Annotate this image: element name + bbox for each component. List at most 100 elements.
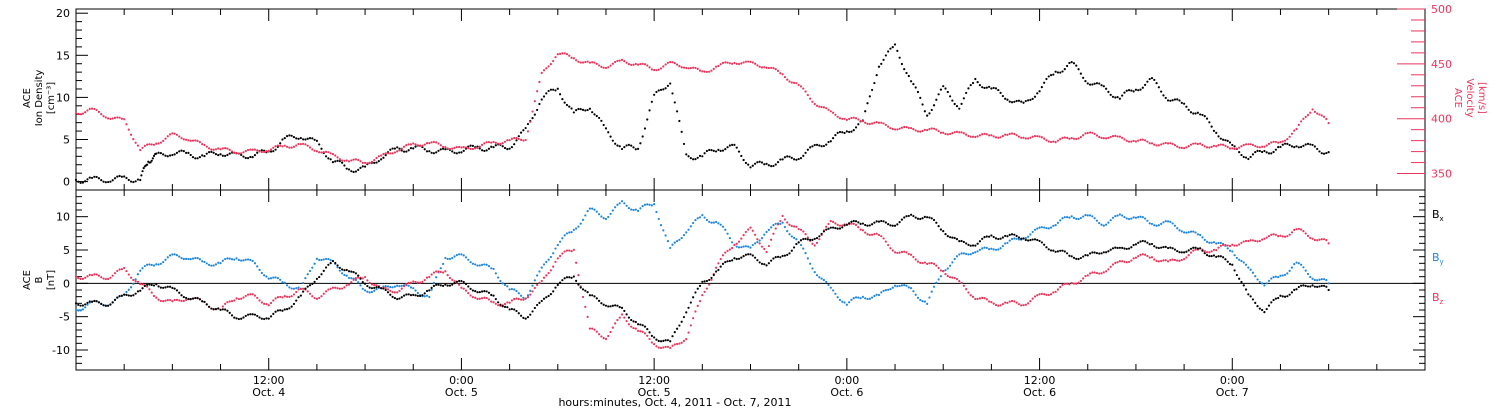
bz-point [430, 273, 433, 276]
density-point [1173, 98, 1177, 101]
density-point [614, 142, 617, 145]
bz-point [1327, 242, 1330, 245]
velocity-point [1105, 137, 1108, 140]
density-point [779, 158, 782, 161]
density-point [1006, 98, 1009, 101]
bx-point [471, 289, 474, 292]
velocity-point [139, 148, 142, 152]
bz-point [272, 299, 275, 302]
bz-point [405, 282, 408, 286]
velocity-point [875, 121, 878, 124]
bz-point [398, 289, 401, 293]
density-point [1164, 96, 1167, 100]
density-point [834, 133, 837, 137]
bx-point [1107, 250, 1110, 253]
bx-point [708, 278, 711, 282]
by-point [182, 257, 185, 261]
density-point [664, 87, 667, 90]
velocity-point [781, 73, 784, 76]
density-point [1038, 90, 1041, 93]
velocity-point [253, 148, 257, 151]
velocity-point [905, 125, 908, 129]
by-point [997, 248, 1000, 251]
velocity-point [327, 151, 330, 154]
bx-point [568, 276, 571, 279]
density-point [1313, 145, 1316, 148]
velocity-point [127, 128, 130, 131]
by-point [944, 269, 947, 272]
by-point [430, 288, 433, 291]
by-point [786, 230, 789, 233]
density-point [118, 174, 121, 178]
by-point [1199, 233, 1202, 237]
by-point [893, 284, 897, 287]
density-point [483, 149, 486, 153]
by-point [318, 258, 321, 262]
bz-point [586, 315, 589, 318]
velocity-point [926, 129, 929, 132]
bx-point [375, 286, 378, 289]
bz-point [1010, 299, 1014, 303]
bz-point [978, 297, 982, 300]
by-point [162, 261, 165, 264]
density-point [93, 175, 96, 178]
velocity-point [260, 150, 263, 154]
velocity-point [717, 64, 720, 68]
density-point [375, 161, 378, 164]
by-point [914, 293, 917, 296]
bz-point [1137, 255, 1140, 258]
bz-point [1300, 228, 1303, 231]
by-point [1111, 216, 1115, 219]
by-point [1155, 224, 1158, 227]
velocity-point [361, 161, 364, 164]
density-point [850, 130, 853, 133]
bz-point [1290, 231, 1294, 234]
density-point [593, 113, 596, 116]
bz-point [152, 294, 156, 298]
velocity-point [1203, 145, 1206, 148]
velocity-point [563, 52, 566, 55]
bz-point [680, 341, 683, 344]
density-point [398, 147, 401, 150]
by-point [861, 295, 865, 298]
velocity-point [749, 60, 752, 63]
density-point [531, 117, 534, 120]
bx-point [1254, 301, 1257, 304]
bz-point [976, 297, 979, 301]
by-point [347, 276, 351, 280]
velocity-point [506, 139, 509, 142]
velocity-point [1176, 145, 1179, 148]
by-point [260, 271, 263, 275]
bz-point [547, 271, 550, 275]
bx-point [187, 297, 190, 301]
velocity-point [235, 151, 238, 155]
bz-point [1082, 277, 1085, 280]
density-point [875, 74, 878, 77]
velocity-point [1233, 147, 1236, 151]
by-point [281, 281, 284, 284]
velocity-point [675, 63, 679, 66]
bz-point [1134, 256, 1138, 259]
bz-point [474, 296, 477, 299]
density-point [173, 153, 176, 156]
bz-point [728, 248, 731, 251]
velocity-point [818, 105, 821, 108]
bx-point [1235, 273, 1238, 277]
bz-point [1270, 233, 1273, 236]
velocity-point [1217, 144, 1220, 147]
bx-point [503, 305, 507, 308]
by-point [125, 290, 128, 294]
density-point [880, 62, 883, 65]
bx-point [510, 307, 514, 311]
bx-point [639, 323, 642, 326]
by-point [386, 285, 390, 288]
bx-point [338, 266, 341, 269]
velocity-point [471, 147, 474, 151]
density-point [1148, 77, 1151, 81]
velocity-point [767, 66, 770, 70]
by-point [384, 285, 387, 288]
by-point [1290, 266, 1294, 269]
velocity-point [831, 111, 835, 114]
by-point [685, 231, 688, 234]
density-point [864, 110, 867, 113]
